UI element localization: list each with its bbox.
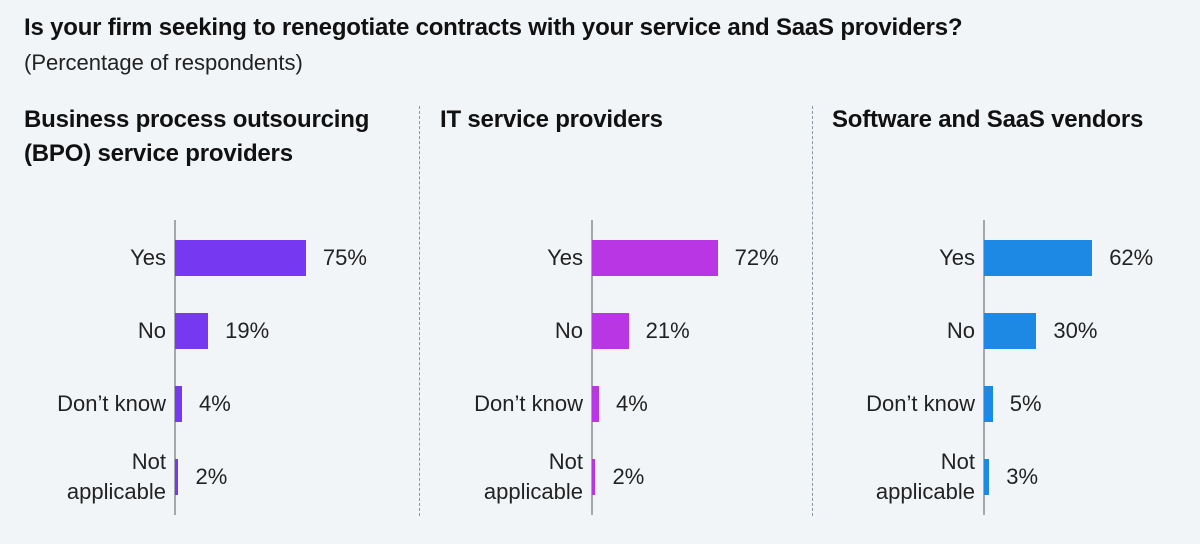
bar (175, 313, 209, 349)
bar (175, 459, 179, 495)
panel-title: IT service providers (440, 106, 663, 133)
category-label: No (554, 318, 583, 343)
panel-title: Software and SaaS vendors (832, 106, 1144, 133)
category-label: Don’t know (57, 391, 166, 416)
bar-axis-line (174, 220, 176, 515)
panel-title: Business process outsourcing (BPO) servi… (24, 106, 370, 167)
chart-subtitle: (Percentage of respondents) (24, 50, 303, 75)
bar-axis-line (591, 220, 593, 515)
bar (592, 386, 599, 422)
data-label: 4% (198, 391, 231, 416)
bar (984, 459, 990, 495)
panel-divider (812, 106, 813, 516)
bar (175, 386, 182, 422)
bar (175, 240, 306, 276)
bar (592, 313, 629, 349)
data-label: 21% (645, 318, 690, 343)
data-label: 62% (1109, 245, 1154, 270)
category-label: Don’t know (866, 391, 975, 416)
category-label: Yes (130, 245, 166, 270)
bar-axis-line (983, 220, 985, 515)
bar (984, 240, 1093, 276)
data-label: 72% (734, 245, 779, 270)
category-label: Not applicable (483, 449, 583, 504)
data-label: 19% (225, 318, 270, 343)
category-label: Yes (547, 245, 583, 270)
category-label: Don’t know (474, 391, 583, 416)
bar (592, 459, 596, 495)
data-label: 4% (615, 391, 648, 416)
category-label: No (946, 318, 975, 343)
data-label: 3% (1006, 464, 1039, 489)
panel-divider (419, 106, 420, 516)
bar (592, 240, 718, 276)
bar (984, 386, 993, 422)
bar (984, 313, 1037, 349)
chart-title: Is your firm seeking to renegotiate cont… (24, 14, 963, 41)
data-label: 2% (195, 464, 228, 489)
category-label: Not applicable (875, 449, 975, 504)
data-label: 2% (612, 464, 645, 489)
data-label: 75% (322, 245, 367, 270)
data-label: 30% (1053, 318, 1098, 343)
data-label: 5% (1009, 391, 1042, 416)
category-label: Yes (939, 245, 975, 270)
category-label: Not applicable (66, 449, 166, 504)
category-label: No (137, 318, 166, 343)
